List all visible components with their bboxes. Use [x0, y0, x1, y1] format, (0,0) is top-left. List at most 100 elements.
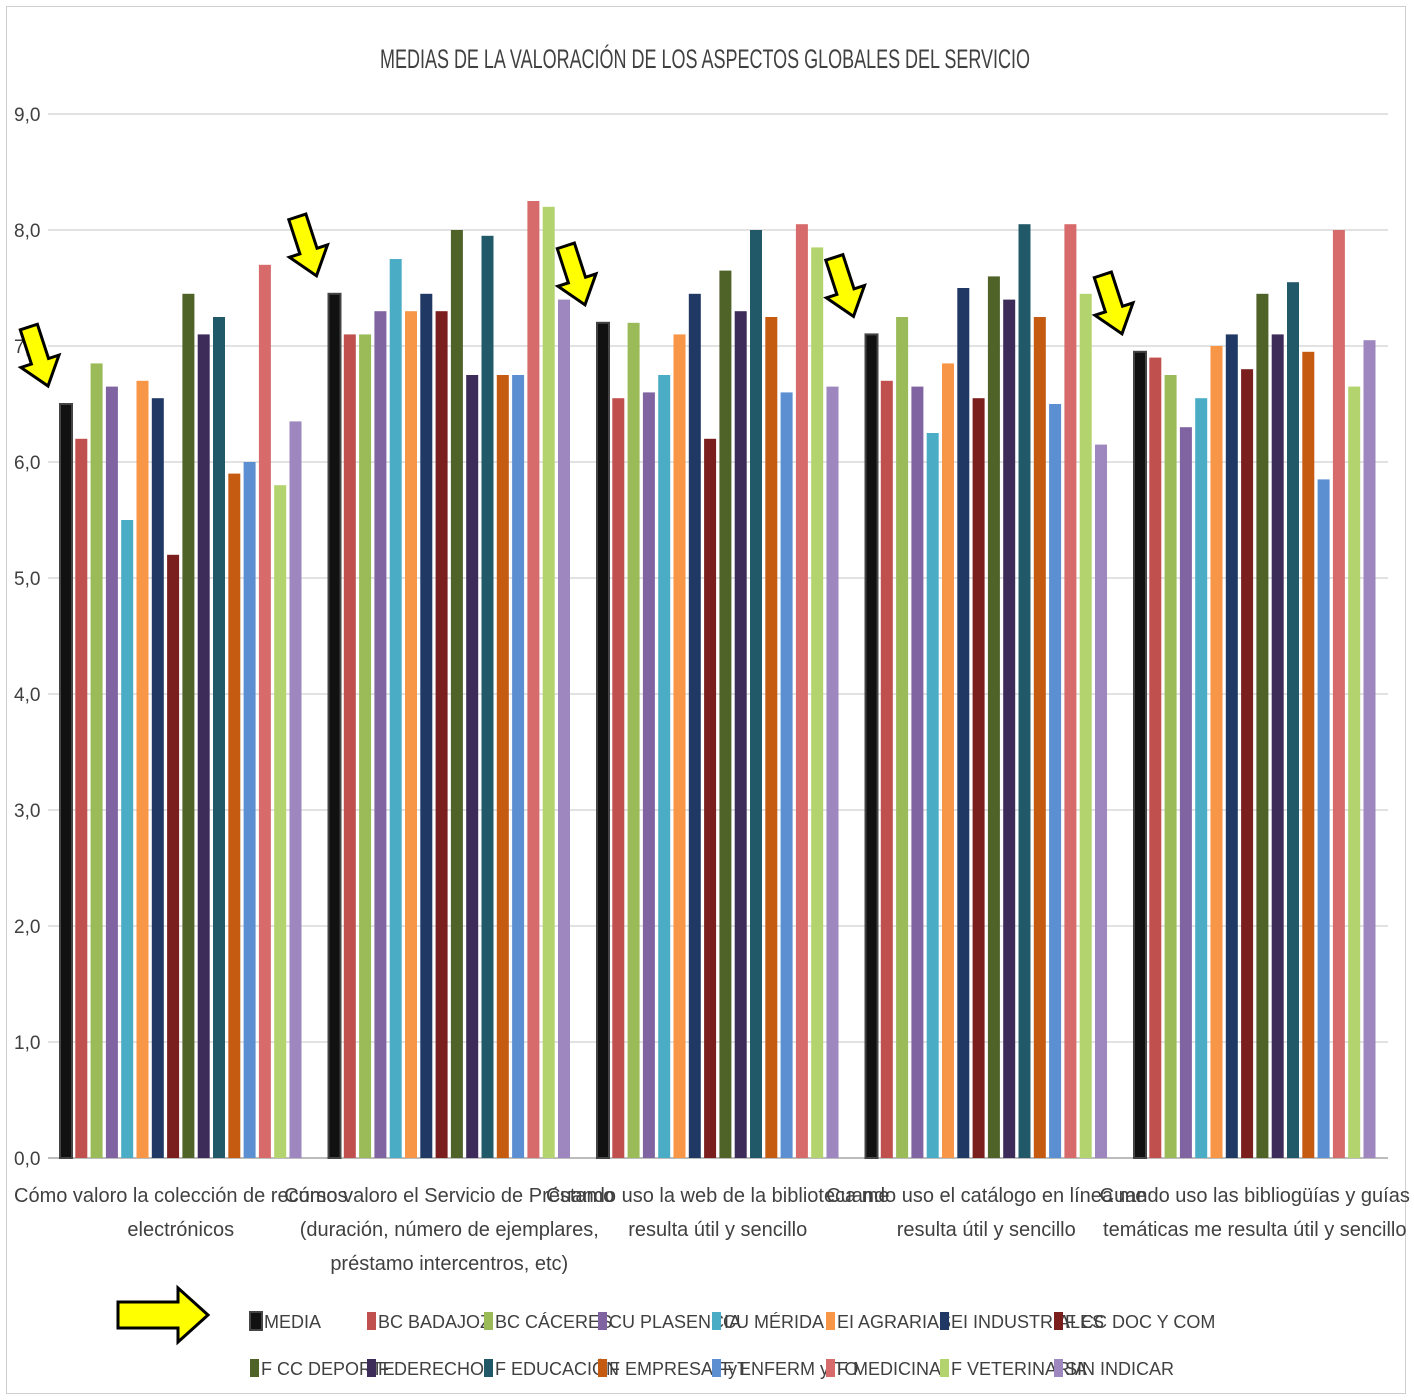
bar — [542, 206, 555, 1159]
bar — [197, 334, 210, 1158]
bar — [1049, 404, 1062, 1158]
x-tick-label: resulta útil y sencillo — [628, 1219, 807, 1241]
bar — [1149, 357, 1162, 1159]
yellow-arrow-icon — [286, 212, 330, 279]
legend-label: F ENFERM y TO — [723, 1359, 858, 1379]
bar — [1079, 293, 1092, 1158]
legend-swatch — [484, 1359, 493, 1377]
legend-label: F MEDICINA — [837, 1359, 941, 1379]
bar — [972, 398, 985, 1158]
x-tick-label: (duración, número de ejemplares, — [300, 1219, 599, 1241]
yellow-arrow-icon — [554, 241, 599, 308]
legend-swatch — [712, 1312, 721, 1330]
x-tick-label: préstamo intercentros, etc) — [330, 1253, 568, 1275]
bar — [911, 386, 924, 1159]
legend-label: F VETERINARIA — [951, 1359, 1087, 1379]
bar — [1064, 224, 1077, 1158]
bar — [105, 386, 118, 1159]
y-tick-label: 4,0 — [14, 685, 40, 706]
x-tick-label: Cuando uso el catálogo en línea me — [826, 1185, 1146, 1207]
legend-label: CU PLASENCIA — [609, 1312, 741, 1332]
bar — [1241, 369, 1254, 1158]
bar — [1332, 230, 1345, 1158]
y-tick-label: 0,0 — [14, 1149, 40, 1170]
bar — [1179, 427, 1192, 1158]
bar — [420, 293, 433, 1158]
bar — [512, 375, 525, 1158]
y-tick-label: 5,0 — [14, 569, 40, 590]
bar — [942, 363, 954, 1158]
x-tick-label: resulta útil y sencillo — [897, 1219, 1076, 1241]
legend-swatch — [367, 1312, 376, 1330]
x-tick-label: Cómo valoro el Servicio de Préstamo — [284, 1185, 614, 1207]
x-tick-label: temáticas me resulta útil y sencillo — [1103, 1219, 1406, 1241]
bar — [734, 311, 747, 1158]
bar — [780, 392, 793, 1158]
bar — [213, 317, 225, 1158]
y-tick-label: 6,0 — [14, 453, 40, 474]
bar — [274, 485, 287, 1158]
x-tick-label: Cuando uso las bibliogüías y guías — [1100, 1185, 1410, 1207]
bar — [1225, 334, 1238, 1158]
bar — [121, 520, 134, 1158]
bar — [1348, 386, 1361, 1159]
legend-label: BC CÁCERES — [495, 1312, 612, 1332]
y-tick-label: 2,0 — [14, 917, 40, 938]
bar — [896, 317, 909, 1158]
legend-label: EI INDUSTRIALES — [951, 1312, 1104, 1332]
bar — [795, 224, 808, 1158]
bar — [987, 276, 1000, 1158]
x-tick-label: Cómo valoro la colección de recursos — [14, 1185, 348, 1207]
x-tick-labels: Cómo valoro la colección de recursos elec… — [14, 1185, 1410, 1275]
y-tick-label: 9,0 — [14, 105, 40, 126]
bar — [658, 375, 671, 1158]
legend-label: F CC DOC Y COM — [1065, 1312, 1215, 1332]
bar — [289, 421, 302, 1158]
legend-swatch — [940, 1359, 949, 1377]
bar — [167, 554, 180, 1158]
bar — [864, 333, 879, 1159]
bar — [151, 398, 164, 1158]
bar — [1287, 282, 1299, 1158]
legend-swatch — [712, 1359, 721, 1377]
legend-label: BC BADAJOZ — [378, 1312, 491, 1332]
yellow-arrow-icon — [823, 252, 867, 319]
y-tick-label: 3,0 — [14, 801, 40, 822]
bar — [136, 380, 149, 1158]
bar — [450, 230, 463, 1158]
legend-arrow-icon — [116, 1284, 211, 1346]
legend-swatch — [250, 1359, 259, 1377]
bar — [435, 311, 448, 1158]
bar — [558, 299, 570, 1159]
bar — [880, 380, 893, 1158]
y-tick-labels: 0,01,02,03,04,05,06,07,08,09,0 — [14, 105, 40, 1170]
bar — [1018, 224, 1031, 1158]
legend-label: F DERECHO — [378, 1359, 484, 1379]
chart-frame — [6, 6, 1406, 1394]
bar — [258, 264, 271, 1158]
legend-swatch — [826, 1359, 835, 1377]
bar — [1256, 293, 1269, 1158]
legend-swatch — [367, 1359, 376, 1377]
legend-label: F CC DEPORTE — [261, 1359, 395, 1379]
chart-title: MEDIAS DE LA VALORACIÓN DE LOS ASPECTOS … — [380, 43, 1030, 74]
bar — [704, 438, 717, 1158]
bar — [359, 334, 372, 1158]
legend-label: SIN INDICAR — [1065, 1359, 1174, 1379]
legend-swatch — [598, 1359, 607, 1377]
legend-swatch — [826, 1312, 835, 1330]
bar — [750, 230, 762, 1158]
bar — [90, 363, 103, 1158]
legend-label: CU MÉRIDA — [723, 1312, 824, 1332]
legend-label: F EDUCACIÓN — [495, 1358, 619, 1379]
bar — [496, 375, 509, 1158]
bar — [719, 270, 732, 1159]
annotation-arrows — [17, 212, 1136, 389]
bar — [228, 473, 241, 1159]
bar — [1195, 398, 1208, 1158]
bar — [688, 293, 701, 1158]
bar — [1271, 334, 1284, 1158]
y-tick-label: 8,0 — [14, 221, 40, 242]
